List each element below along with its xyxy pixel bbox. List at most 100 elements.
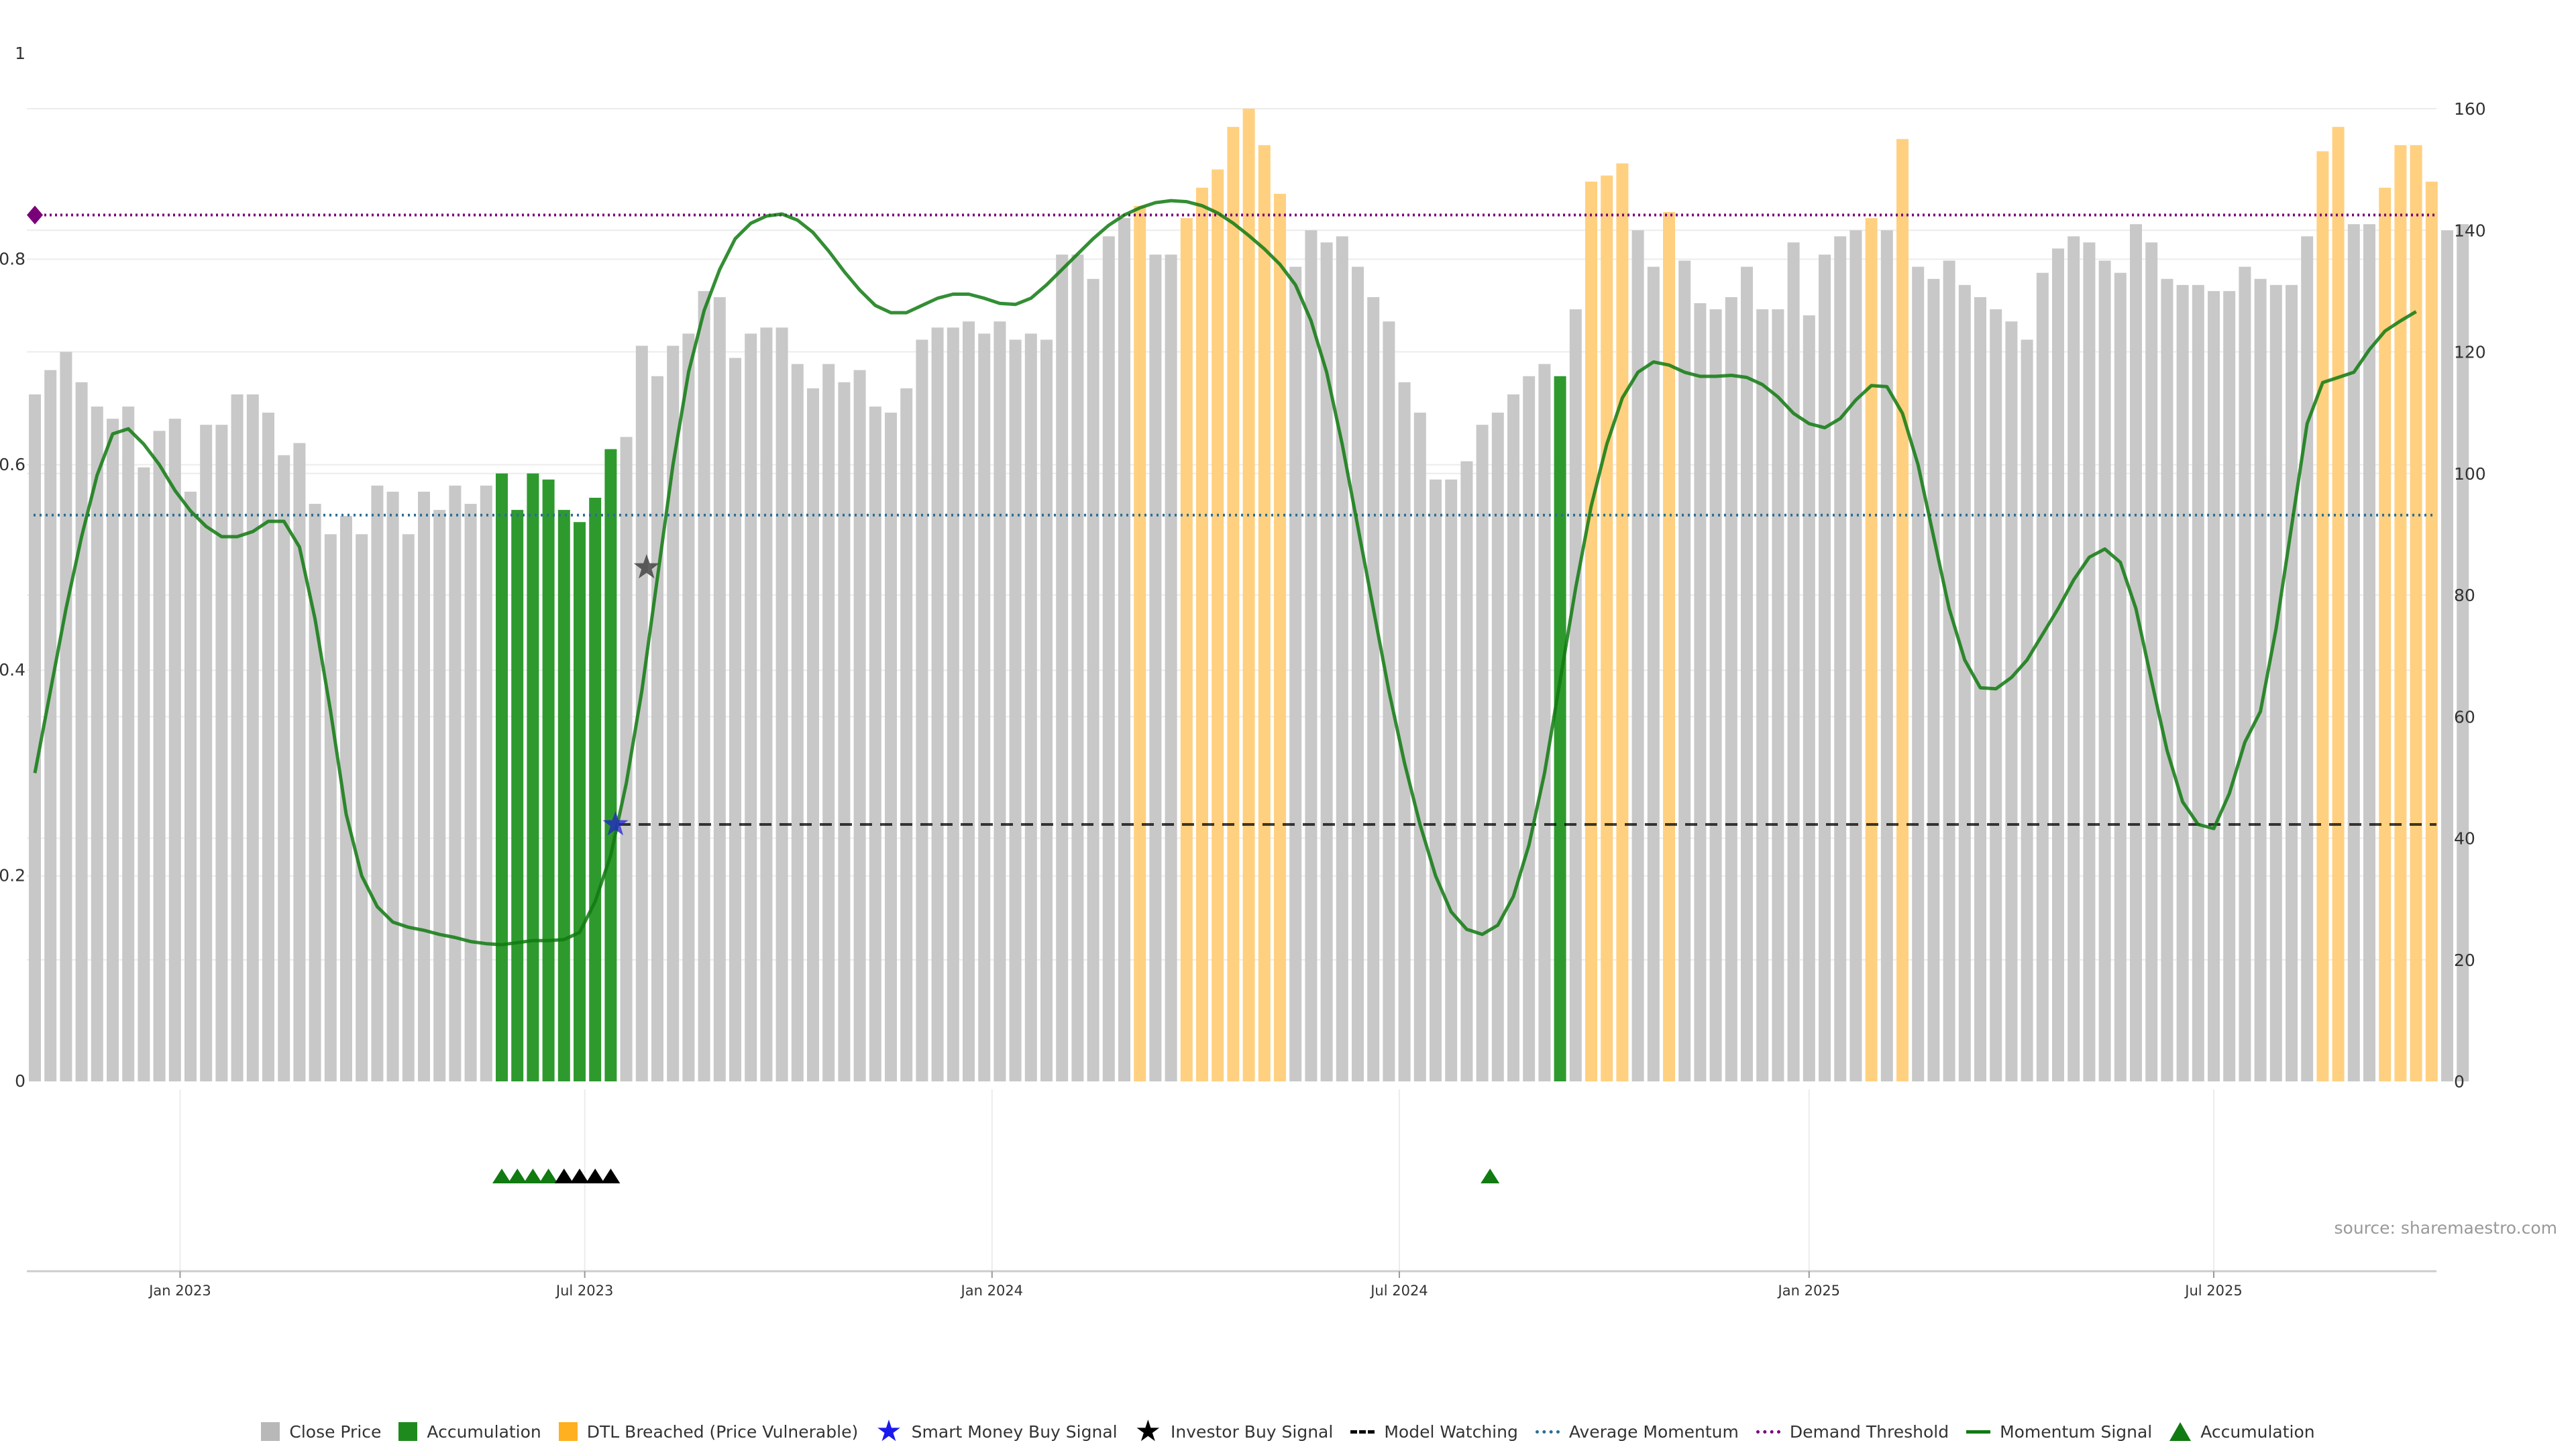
accumulation-triangle bbox=[508, 1169, 527, 1183]
close-price-bar bbox=[978, 333, 991, 1081]
x-axis-tick-label: Jul 2025 bbox=[2184, 1283, 2242, 1299]
close-price-bar bbox=[1834, 236, 1847, 1081]
accumulation-triangle bbox=[1481, 1169, 1500, 1183]
close-price-bar bbox=[1071, 254, 1084, 1081]
left-axis-tick-label: 0.4 bbox=[0, 660, 25, 680]
close-price-bar bbox=[1227, 127, 1240, 1081]
close-price-bar bbox=[1413, 413, 1426, 1081]
legend-star-icon: ★ bbox=[875, 1414, 902, 1448]
close-price-bar bbox=[2410, 145, 2422, 1081]
close-price-bar bbox=[153, 431, 166, 1081]
left-axis-tick-label: 0.8 bbox=[0, 249, 25, 268]
close-price-bar bbox=[168, 419, 181, 1081]
close-price-bar bbox=[1865, 218, 1878, 1081]
close-price-bar bbox=[1678, 260, 1691, 1081]
legend-item: ★ Investor Buy Signal bbox=[1135, 1417, 1334, 1446]
close-price-bar bbox=[91, 407, 103, 1081]
demand-threshold-marker bbox=[27, 205, 43, 225]
accumulation-triangle bbox=[492, 1169, 511, 1183]
close-price-bar bbox=[215, 425, 228, 1081]
close-price-bars bbox=[29, 109, 2469, 1081]
legend-item: DTL Breached (Price Vulnerable) bbox=[558, 1422, 858, 1442]
close-price-bar bbox=[1491, 413, 1504, 1081]
close-price-bar bbox=[1118, 218, 1130, 1081]
close-price-bar bbox=[2192, 284, 2204, 1081]
right-axis-tick-label: 40 bbox=[2454, 829, 2475, 849]
close-price-bar bbox=[2332, 127, 2345, 1081]
right-axis-tick-label: 160 bbox=[2454, 99, 2486, 119]
x-axis-tick-label: Jan 2024 bbox=[960, 1283, 1024, 1299]
close-price-bar bbox=[1523, 376, 1536, 1081]
legend-item: Close Price bbox=[261, 1422, 381, 1442]
close-price-bar bbox=[1507, 394, 1519, 1081]
close-price-bar bbox=[1134, 206, 1146, 1081]
close-price-bar bbox=[2036, 272, 2049, 1081]
close-price-bar bbox=[449, 485, 462, 1081]
close-price-bar bbox=[869, 407, 881, 1081]
close-price-bar bbox=[1787, 242, 1800, 1081]
investor-triangle bbox=[570, 1169, 589, 1183]
close-price-bar bbox=[542, 479, 555, 1081]
close-price-bar bbox=[2363, 224, 2375, 1081]
close-price-bar bbox=[1212, 169, 1224, 1081]
close-price-bar bbox=[122, 407, 135, 1081]
axes: 0 0.2 0.4 0.6 0.8 1 0 20 40 60 80 100 120 140 160 Jan 2… bbox=[0, 44, 2486, 1299]
close-price-bar bbox=[2021, 339, 2033, 1081]
x-axis-tick-label: Jul 2023 bbox=[555, 1283, 613, 1299]
legend-label: Smart Money Buy Signal bbox=[911, 1421, 1118, 1442]
close-price-bar bbox=[418, 491, 430, 1081]
close-price-bar bbox=[2114, 272, 2127, 1081]
legend-item: Average Momentum bbox=[1535, 1421, 1739, 1442]
close-price-bar bbox=[1476, 425, 1489, 1081]
legend: Close Price Accumulation DTL Breached (Pri… bbox=[0, 1417, 2576, 1446]
close-price-bar bbox=[2223, 290, 2236, 1081]
accumulation-triangle bbox=[523, 1169, 543, 1183]
legend-label: Average Momentum bbox=[1568, 1421, 1739, 1442]
close-price-bar bbox=[885, 413, 897, 1081]
close-price-bar bbox=[1087, 278, 1099, 1081]
right-axis-tick-label: 0 bbox=[2454, 1072, 2465, 1091]
legend-square-swatch bbox=[398, 1422, 418, 1441]
legend-item: Momentum Signal bbox=[1966, 1422, 2152, 1442]
close-price-bar bbox=[386, 491, 399, 1081]
legend-square-swatch bbox=[261, 1422, 280, 1441]
close-price-bar bbox=[604, 449, 617, 1081]
close-price-bar bbox=[853, 370, 866, 1081]
legend-line-swatch bbox=[1535, 1430, 1560, 1434]
investor-triangle bbox=[601, 1169, 621, 1183]
left-axis-tick-label: 1 bbox=[15, 44, 25, 63]
close-price-bar bbox=[1849, 230, 1862, 1081]
close-price-bar bbox=[511, 510, 524, 1081]
close-price-bar bbox=[994, 321, 1006, 1081]
investor-buy-star bbox=[633, 554, 659, 579]
legend-line-swatch bbox=[1966, 1430, 1991, 1434]
close-price-bar bbox=[2286, 284, 2298, 1081]
close-price-bar bbox=[838, 382, 851, 1081]
close-price-bar bbox=[1631, 230, 1644, 1081]
close-price-bar bbox=[262, 413, 274, 1081]
legend-label: Demand Threshold bbox=[1789, 1421, 1949, 1442]
close-price-bar bbox=[1383, 321, 1395, 1081]
close-price-bar bbox=[1460, 461, 1473, 1081]
close-price-bar bbox=[589, 498, 602, 1081]
right-axis-tick-label: 140 bbox=[2454, 221, 2486, 240]
close-price-bar bbox=[2130, 224, 2142, 1081]
close-price-bar bbox=[1943, 260, 1955, 1081]
close-price-bar bbox=[1725, 297, 1737, 1081]
close-price-bar bbox=[2176, 284, 2189, 1081]
signal-triangles bbox=[492, 1169, 1500, 1183]
close-price-bar bbox=[2005, 321, 2018, 1081]
close-price-bar bbox=[2083, 242, 2096, 1081]
close-price-bar bbox=[324, 534, 337, 1081]
close-price-bar bbox=[2208, 290, 2220, 1081]
legend-item: Accumulation bbox=[398, 1422, 541, 1442]
legend-label: Accumulation bbox=[427, 1421, 541, 1442]
close-price-bar bbox=[138, 467, 150, 1081]
close-price-bar bbox=[356, 534, 368, 1081]
close-price-bar bbox=[947, 327, 959, 1081]
close-price-bar bbox=[2269, 284, 2282, 1081]
legend-triangle-icon bbox=[2169, 1422, 2192, 1441]
close-price-bar bbox=[2239, 266, 2251, 1081]
close-price-bar bbox=[1912, 266, 1925, 1081]
close-price-bar bbox=[527, 473, 539, 1081]
